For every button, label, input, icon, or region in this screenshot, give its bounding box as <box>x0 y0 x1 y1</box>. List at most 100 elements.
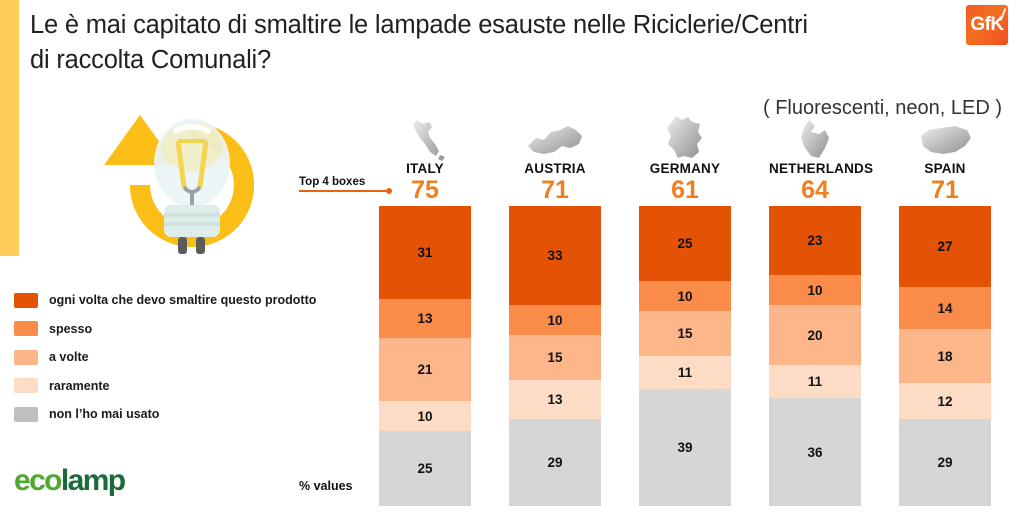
legend-label-1: ogni volta che devo smaltire questo prod… <box>49 293 317 308</box>
germany-map-icon <box>667 116 702 158</box>
map-austria <box>509 118 601 160</box>
country-name-austria: AUSTRIA <box>524 161 586 176</box>
bar-segment-2: 10 <box>769 275 861 305</box>
bar-segment-2: 14 <box>899 287 991 329</box>
bar-segment-value: 20 <box>807 327 823 343</box>
bar-segment-value: 10 <box>417 408 433 424</box>
bar-segment-4: 11 <box>639 356 731 389</box>
stacked-bar-germany: 25 10 15 11 39 <box>639 206 731 506</box>
country-total-germany: 61 <box>671 176 699 204</box>
bar-segment-2: 10 <box>509 305 601 335</box>
bar-segment-3: 15 <box>509 335 601 380</box>
legend-item: a volte <box>14 343 344 372</box>
country-total-austria: 71 <box>541 176 569 204</box>
bar-segment-value: 33 <box>547 248 563 263</box>
bar-segment-value: 18 <box>937 348 953 364</box>
country-name-netherlands: NETHERLANDS <box>769 161 874 176</box>
country-name-italy: ITALY <box>406 161 444 176</box>
subtitle: ( Fluorescenti, neon, LED ) <box>763 97 1002 119</box>
bar-segment-2: 13 <box>379 299 471 338</box>
legend-label-3: a volte <box>49 350 89 365</box>
legend-swatch-4 <box>14 378 38 394</box>
ecolamp-eco-text: eco <box>14 464 63 497</box>
bar-segment-value: 39 <box>677 440 693 455</box>
country-column-spain: SPAIN 71 27 14 18 12 29 <box>899 118 991 506</box>
spain-map-icon <box>921 126 971 154</box>
country-name-germany: GERMANY <box>649 161 721 176</box>
bar-segment-4: 10 <box>379 401 471 431</box>
left-accent-bar <box>0 0 19 256</box>
legend-swatch-5 <box>14 406 38 422</box>
bar-segment-value: 10 <box>677 288 693 304</box>
ecolamp-lamp-text: lamp <box>60 464 126 497</box>
legend-label-5: non l’ho mai usato <box>49 407 160 422</box>
bar-segment-5: 29 <box>509 419 601 506</box>
top4-boxes-pointer-line <box>299 188 392 194</box>
country-column-netherlands: NETHERLANDS 64 23 10 20 11 36 <box>769 118 874 506</box>
gfk-logo-text: GfK <box>970 14 1004 35</box>
bar-segment-value: 10 <box>807 282 823 298</box>
bar-segment-5: 36 <box>769 398 861 506</box>
title-line-2: di raccolta Comunali? <box>30 46 272 74</box>
bar-segment-1: 25 <box>639 206 731 281</box>
bar-segment-1: 27 <box>899 206 991 287</box>
map-germany <box>639 116 731 160</box>
bar-segment-3: 15 <box>639 311 731 356</box>
recycling-bulb-illustration <box>92 105 292 270</box>
bar-segment-value: 13 <box>417 311 433 326</box>
legend-item: ogni volta che devo smaltire questo prod… <box>14 286 344 315</box>
bar-segment-4: 12 <box>899 383 991 419</box>
bar-segment-value: 15 <box>677 326 693 341</box>
bar-segment-value: 25 <box>417 461 433 476</box>
ecolamp-logo: ecolamp <box>14 464 126 497</box>
bar-segment-value: 29 <box>547 455 563 470</box>
country-total-italy: 75 <box>411 176 439 204</box>
map-italy <box>379 118 471 161</box>
bar-segment-5: 25 <box>379 431 471 506</box>
bar-segment-5: 29 <box>899 419 991 506</box>
bar-segment-value: 36 <box>807 444 823 460</box>
gfk-logo: GfK <box>966 5 1008 45</box>
country-column-italy: ITALY 75 31 13 21 10 25 <box>379 118 471 506</box>
bar-segment-value: 11 <box>807 374 823 389</box>
bar-segment-4: 13 <box>509 380 601 419</box>
bar-segment-3: 21 <box>379 338 471 401</box>
bar-segment-1: 33 <box>509 206 601 305</box>
bar-segment-value: 10 <box>547 312 563 328</box>
bar-segment-5: 39 <box>639 389 731 506</box>
legend: ogni volta che devo smaltire questo prod… <box>14 286 344 429</box>
top4-boxes-pointer-dot <box>386 188 392 194</box>
bar-segment-value: 25 <box>677 236 693 251</box>
page-title: Le è mai capitato di smaltire le lampade… <box>30 8 950 78</box>
bar-segment-value: 13 <box>547 392 563 407</box>
legend-item: non l’ho mai usato <box>14 400 344 429</box>
legend-item: spesso <box>14 315 344 344</box>
recycle-bulb-icon <box>104 115 254 254</box>
legend-item: raramente <box>14 372 344 401</box>
stacked-bar-italy: 31 13 21 10 25 <box>379 206 471 506</box>
percent-values-label: % values <box>299 479 353 493</box>
bar-segment-2: 10 <box>639 281 731 311</box>
country-column-germany: GERMANY 61 25 10 15 11 39 <box>639 116 731 506</box>
map-spain <box>899 118 991 160</box>
netherlands-map-icon <box>801 120 829 158</box>
top4-boxes-label: Top 4 boxes <box>299 176 366 188</box>
country-column-austria: AUSTRIA 71 33 10 15 13 29 <box>509 118 601 506</box>
country-total-netherlands: 64 <box>801 176 829 204</box>
legend-label-2: spesso <box>49 321 93 336</box>
bar-segment-value: 27 <box>937 239 953 254</box>
bar-segment-value: 15 <box>547 350 563 365</box>
legend-swatch-1 <box>14 292 38 308</box>
country-name-spain: SPAIN <box>924 161 966 176</box>
legend-label-4: raramente <box>49 378 110 393</box>
bar-segment-4: 11 <box>769 365 861 398</box>
bar-segment-value: 29 <box>937 455 953 470</box>
bar-segment-value: 11 <box>677 365 693 380</box>
bar-segment-3: 20 <box>769 305 861 365</box>
bar-segment-value: 23 <box>807 233 823 248</box>
legend-swatch-2 <box>14 321 38 337</box>
austria-map-icon <box>528 126 582 154</box>
bar-segment-value: 14 <box>937 300 953 316</box>
